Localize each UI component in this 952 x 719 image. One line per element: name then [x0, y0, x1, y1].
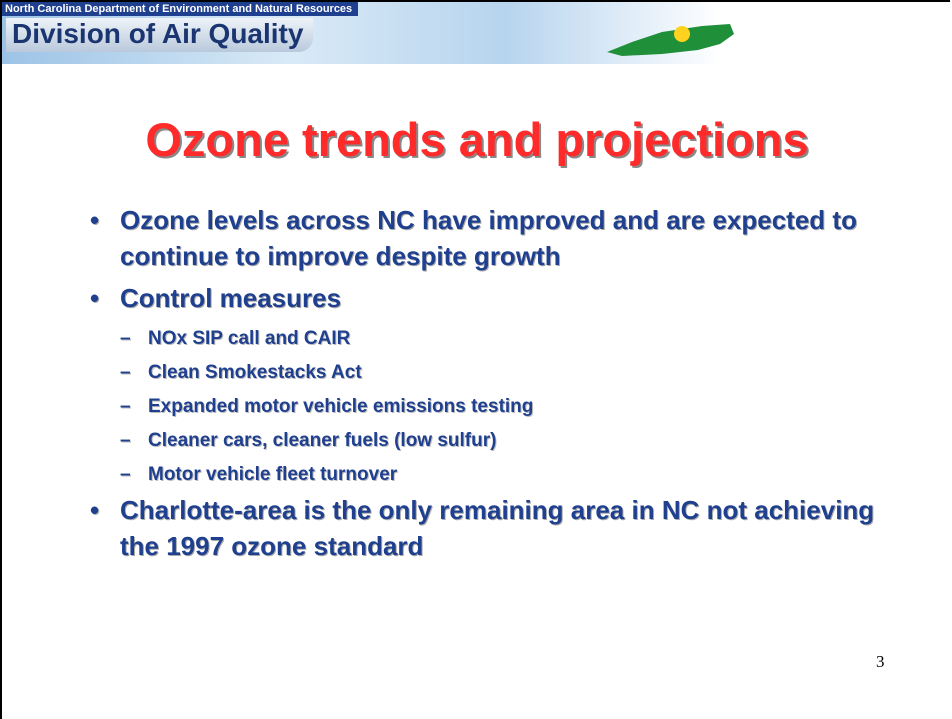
- division: Division of Air Quality: [6, 18, 314, 52]
- bullet: Charlotte-area is the only remaining are…: [90, 492, 880, 564]
- page-number: 3: [876, 652, 885, 671]
- nc-logo: [607, 24, 734, 56]
- title: Ozone trends and projections: [145, 113, 809, 166]
- sub-bullet: NOx SIP call and CAIR: [120, 322, 880, 356]
- bullet-list: Ozone levels across NC have improved and…: [90, 202, 880, 570]
- sub-bullet: Motor vehicle fleet turnover: [120, 458, 880, 492]
- bullet: Control measures: [90, 280, 880, 316]
- sub-bullet: Cleaner cars, cleaner fuels (low sulfur): [120, 424, 880, 458]
- sub-bullet: Expanded motor vehicle emissions testing: [120, 390, 880, 424]
- sub-bullet: Clean Smokestacks Act: [120, 356, 880, 390]
- banner: North Carolina Department of Environment…: [2, 2, 734, 64]
- department: North Carolina Department of Environment…: [2, 2, 359, 16]
- bullet: Ozone levels across NC have improved and…: [90, 202, 880, 274]
